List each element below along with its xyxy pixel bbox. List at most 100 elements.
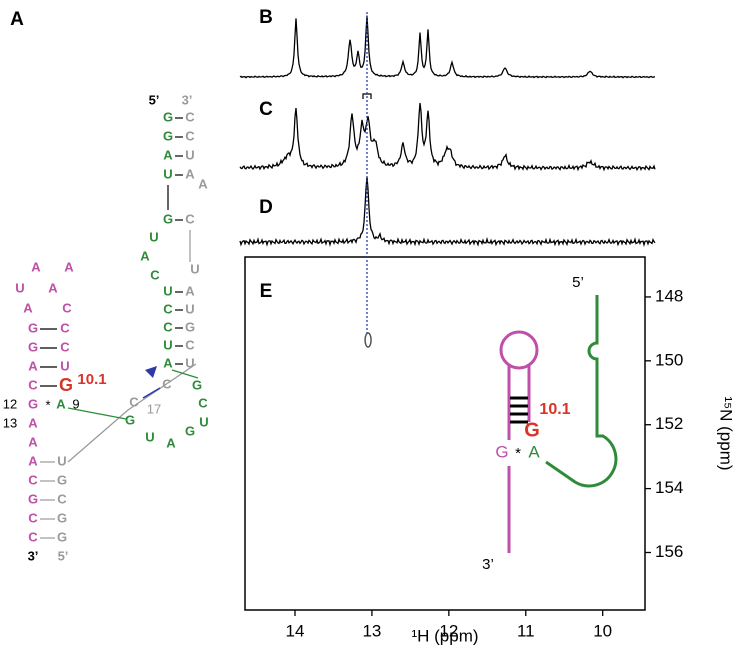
nucleotide: A: [185, 166, 195, 181]
nucleotide: G: [28, 320, 38, 335]
backbone: [67, 363, 197, 463]
nucleotide: U: [57, 453, 66, 468]
nucleotide: C: [60, 339, 70, 354]
nucleotide: G: [185, 319, 195, 334]
nucleotide: C: [28, 472, 38, 487]
nucleotide: U: [163, 166, 172, 181]
nucleotide: C: [163, 301, 173, 316]
nucleotide: C: [60, 320, 70, 335]
label: 3’: [28, 548, 39, 563]
nucleotide: 3’: [182, 92, 193, 107]
nucleotide: U: [163, 283, 172, 298]
nucleotide: G: [125, 412, 135, 427]
nucleotide: C: [185, 109, 195, 124]
nucleotide: A: [140, 248, 150, 263]
nucleotide: G: [28, 396, 38, 411]
nucleotide: G: [28, 491, 38, 506]
nucleotide: U: [149, 229, 158, 244]
nucleotide: C: [185, 211, 195, 226]
panel-label: A: [10, 9, 24, 30]
label: 5’: [149, 92, 160, 107]
nucleotide: C: [185, 128, 195, 143]
nucleotide: A: [23, 300, 33, 315]
bracket: [362, 93, 372, 99]
nucleotide: C: [28, 510, 38, 525]
nucleotide: U: [190, 261, 199, 276]
panel-label: E: [260, 281, 273, 302]
y-tick-label: 152: [655, 414, 683, 433]
nucleotide: G: [57, 472, 67, 487]
spectrum-trace: [239, 15, 656, 79]
panel-label: D: [259, 197, 273, 218]
nucleotide: G: [524, 419, 540, 441]
nucleotide: A: [185, 283, 195, 298]
nucleotide: C: [163, 319, 173, 334]
backbone: [142, 387, 161, 399]
nucleotide: C: [162, 376, 172, 391]
nucleotide: C: [57, 491, 67, 506]
nucleotide: C: [198, 395, 208, 410]
nucleotide: U: [185, 301, 194, 316]
spectrum-trace: [239, 102, 656, 172]
nucleotide: U: [15, 280, 24, 295]
nucleotide: G: [185, 423, 195, 438]
nucleotide: U: [145, 429, 154, 444]
backbone: [67, 407, 127, 420]
nucleotide: A: [56, 396, 66, 411]
nucleotide: C: [150, 267, 160, 282]
nucleotide: C: [185, 337, 195, 352]
y-tick-label: 154: [655, 478, 683, 497]
label: 13: [3, 415, 17, 430]
nucleotide: G: [495, 442, 508, 461]
label: 12: [3, 396, 17, 411]
nucleotide: 5’: [58, 548, 69, 563]
nucleotide: A: [31, 259, 41, 274]
nucleotide: C: [62, 300, 72, 315]
nucleotide: A: [64, 259, 74, 274]
nucleotide: A: [28, 434, 38, 449]
nucleotide: A: [528, 442, 540, 461]
mismatch-mark: *: [45, 397, 50, 412]
x-tick-label: 14: [286, 621, 305, 640]
site-label: 10.1: [539, 401, 570, 418]
nucleotide: A: [166, 435, 176, 450]
nucleotide: G: [59, 375, 73, 395]
y-tick-label: 148: [655, 286, 683, 305]
nucleotide: A: [48, 280, 58, 295]
mismatch-mark: *: [515, 445, 521, 462]
nucleotide: U: [60, 358, 69, 373]
x-tick-label: 11: [517, 621, 535, 640]
end-label: 5’: [572, 274, 584, 291]
panel-label: C: [259, 99, 273, 120]
strand: [545, 295, 618, 488]
x-tick-label: 10: [593, 621, 612, 640]
nucleotide: U: [185, 355, 194, 370]
nucleotide: A: [28, 358, 38, 373]
spectrum-trace: [239, 176, 656, 247]
x-tick-label: 12: [439, 621, 458, 640]
peak: [364, 332, 372, 348]
label: 9: [72, 396, 79, 411]
nucleotide: A: [198, 176, 208, 191]
nucleotide: A: [28, 415, 38, 430]
nucleotide: G: [57, 510, 67, 525]
y-tick-label: 156: [655, 542, 683, 561]
nucleotide: U: [163, 337, 172, 352]
nucleotide: G: [192, 377, 202, 392]
nucleotide: C: [28, 529, 38, 544]
nucleotide: G: [57, 529, 67, 544]
plot-frame: [244, 256, 646, 611]
panel-label: B: [259, 7, 273, 28]
y-axis-label: ¹⁵N (ppm): [717, 396, 736, 470]
nucleotide: A: [28, 453, 38, 468]
site-label: 10.1: [77, 371, 106, 388]
nucleotide: C: [28, 377, 38, 392]
nucleotide: U: [185, 147, 194, 162]
x-tick-label: 13: [362, 621, 381, 640]
nucleotide: U: [199, 414, 208, 429]
nucleotide: A: [163, 355, 173, 370]
base-pairs: [510, 396, 528, 424]
y-tick-label: 150: [655, 350, 683, 369]
arrowhead: [145, 366, 157, 378]
nucleotide: C: [129, 394, 139, 409]
